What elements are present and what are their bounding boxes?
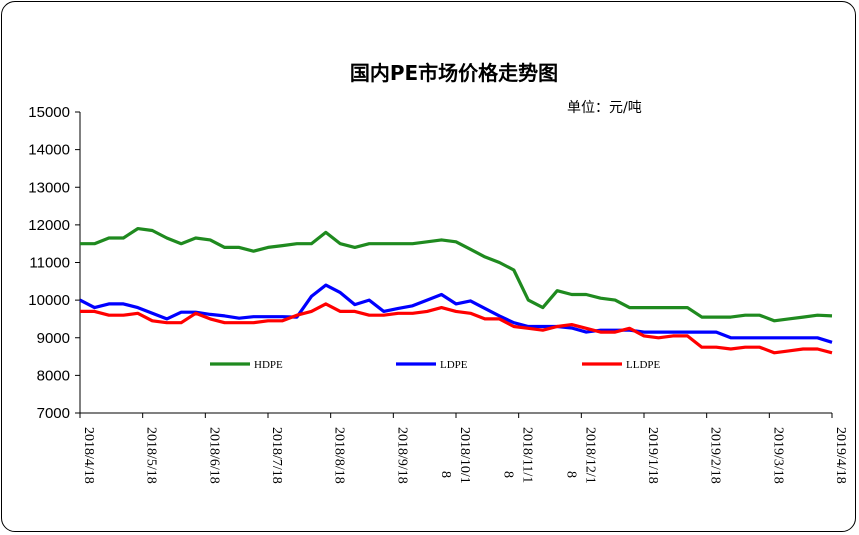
legend-label-hdpe: HDPE xyxy=(254,359,283,371)
y-tick-label: 15000 xyxy=(28,104,70,121)
x-tick-label: 2019/4/18 xyxy=(833,427,848,484)
series-line-lldpe xyxy=(80,302,833,355)
y-tick-label: 8000 xyxy=(37,367,70,384)
x-tick-label: 2019/3/18 xyxy=(770,427,785,484)
x-tick-label: 2018/8/18 xyxy=(332,427,347,484)
unit-label: 单位：元/吨 xyxy=(567,100,642,116)
x-tick-label: 2018/10/1 xyxy=(457,427,472,484)
x-tick-label: 2018/4/18 xyxy=(81,427,96,484)
legend: HDPE LDPE LLDPE xyxy=(210,359,661,371)
legend-label-ldpe: LDPE xyxy=(440,359,468,371)
y-tick-label: 12000 xyxy=(28,217,70,234)
x-tick-label-wrap: 8 xyxy=(501,471,516,478)
y-tick-label: 13000 xyxy=(28,179,70,196)
y-tick-label: 9000 xyxy=(37,330,70,347)
y-tick-label: 14000 xyxy=(28,142,70,159)
series-layer xyxy=(79,227,833,355)
x-tick-label: 2018/7/18 xyxy=(269,427,284,484)
y-tick-label: 7000 xyxy=(37,405,70,422)
legend-label-lldpe: LLDPE xyxy=(626,359,661,371)
axes: 15000 14000 13000 12000 11000 10000 9000 8000 70… xyxy=(28,104,848,484)
x-tick-label-wrap: 8 xyxy=(563,471,578,478)
x-tick-label: 2018/6/18 xyxy=(206,427,221,484)
x-tick-label: 2018/5/18 xyxy=(144,427,159,484)
x-tick-label: 2018/11/1 xyxy=(520,427,535,483)
x-tick-label-wrap: 8 xyxy=(438,471,453,478)
series-line-hdpe xyxy=(80,227,833,323)
y-tick-label: 11000 xyxy=(29,255,70,272)
x-tick-label: 2019/2/18 xyxy=(708,427,723,484)
x-tick-label: 2018/12/1 xyxy=(582,427,597,484)
chart-title: 国内PE市场价格走势图 xyxy=(350,61,558,85)
series-line-ldpe xyxy=(79,283,833,344)
y-tick-label: 10000 xyxy=(28,292,70,309)
x-tick-label: 2018/9/18 xyxy=(394,427,409,484)
x-tick-label: 2019/1/18 xyxy=(645,427,660,484)
